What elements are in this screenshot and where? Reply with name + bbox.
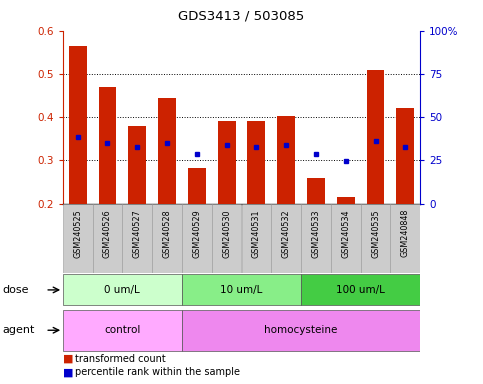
Text: GSM240848: GSM240848 <box>401 209 410 257</box>
Text: GSM240532: GSM240532 <box>282 209 291 258</box>
Text: GSM240527: GSM240527 <box>133 209 142 258</box>
Bar <box>307 179 325 204</box>
Text: GSM240526: GSM240526 <box>103 209 112 258</box>
Text: GSM240529: GSM240529 <box>192 209 201 258</box>
Text: transformed count: transformed count <box>75 354 166 364</box>
Bar <box>63 275 182 306</box>
Text: GSM240534: GSM240534 <box>341 209 350 258</box>
Bar <box>271 204 301 273</box>
Text: GSM240530: GSM240530 <box>222 209 231 258</box>
Text: percentile rank within the sample: percentile rank within the sample <box>75 367 240 377</box>
Bar <box>218 121 236 204</box>
Bar <box>188 168 206 204</box>
Bar <box>301 275 420 306</box>
Bar <box>331 204 361 273</box>
Bar <box>99 87 116 204</box>
Bar <box>182 275 301 306</box>
Bar <box>122 204 152 273</box>
Bar <box>152 204 182 273</box>
Bar <box>247 121 265 204</box>
Bar <box>277 116 295 204</box>
Bar <box>337 197 355 204</box>
Bar <box>63 204 93 273</box>
Bar <box>301 204 331 273</box>
Bar <box>158 98 176 204</box>
Text: agent: agent <box>2 325 35 335</box>
Bar <box>397 108 414 204</box>
Bar <box>128 126 146 204</box>
Text: dose: dose <box>2 285 29 295</box>
Text: ■: ■ <box>63 354 73 364</box>
Bar <box>367 70 384 204</box>
Text: GSM240533: GSM240533 <box>312 209 320 258</box>
Bar <box>390 204 420 273</box>
Bar <box>361 204 390 273</box>
Text: 0 um/L: 0 um/L <box>104 285 140 295</box>
Bar <box>242 204 271 273</box>
Bar <box>63 310 182 351</box>
Text: GSM240525: GSM240525 <box>73 209 82 258</box>
Text: GDS3413 / 503085: GDS3413 / 503085 <box>178 10 305 23</box>
Bar <box>69 46 86 204</box>
Text: 10 um/L: 10 um/L <box>220 285 263 295</box>
Bar <box>212 204 242 273</box>
Text: GSM240531: GSM240531 <box>252 209 261 258</box>
Text: GSM240528: GSM240528 <box>163 209 171 258</box>
Bar <box>182 310 420 351</box>
Text: GSM240535: GSM240535 <box>371 209 380 258</box>
Text: homocysteine: homocysteine <box>264 325 338 335</box>
Text: ■: ■ <box>63 367 73 377</box>
Bar <box>182 204 212 273</box>
Bar <box>93 204 122 273</box>
Text: 100 um/L: 100 um/L <box>336 285 385 295</box>
Text: control: control <box>104 325 141 335</box>
